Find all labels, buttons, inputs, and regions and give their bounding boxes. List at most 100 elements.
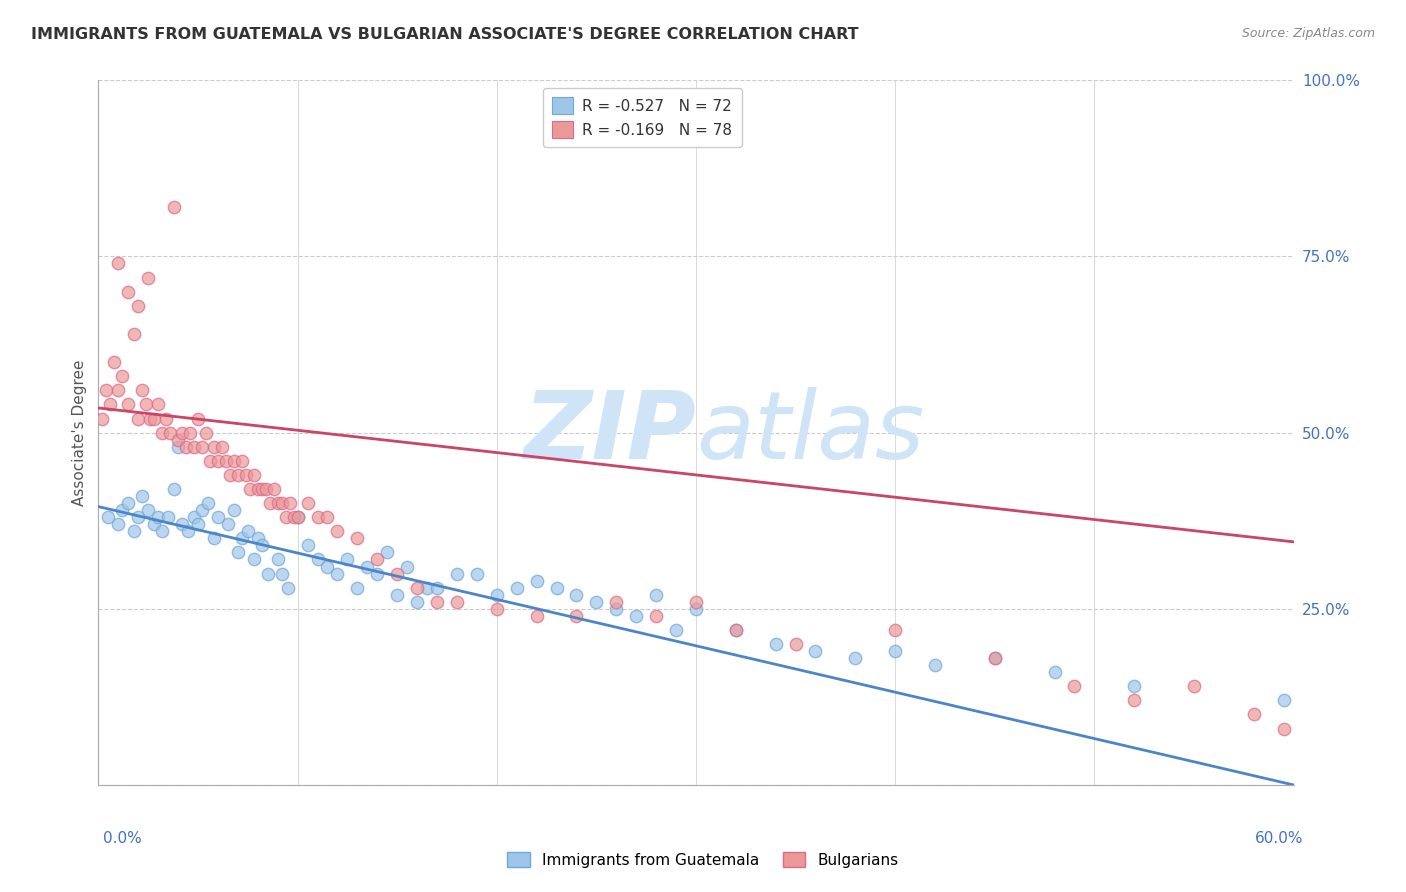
Point bbox=[984, 651, 1007, 665]
Point bbox=[287, 510, 309, 524]
Point bbox=[396, 559, 419, 574]
Point bbox=[263, 482, 285, 496]
Point bbox=[163, 200, 186, 214]
Point bbox=[375, 545, 398, 559]
Point bbox=[174, 440, 197, 454]
Point bbox=[250, 482, 273, 496]
Point bbox=[231, 454, 253, 468]
Point bbox=[326, 566, 349, 581]
Point bbox=[278, 496, 301, 510]
Point bbox=[406, 581, 429, 595]
Point bbox=[665, 623, 688, 637]
Point bbox=[167, 440, 190, 454]
Point bbox=[526, 574, 548, 588]
Point bbox=[1063, 679, 1085, 693]
Point bbox=[356, 559, 378, 574]
Point bbox=[107, 256, 129, 270]
Point bbox=[924, 658, 946, 673]
Point bbox=[685, 601, 707, 615]
Point bbox=[107, 384, 129, 398]
Point bbox=[1043, 665, 1066, 680]
Point bbox=[297, 496, 319, 510]
Point bbox=[179, 425, 201, 440]
Point bbox=[148, 397, 170, 411]
Point bbox=[211, 440, 233, 454]
Point bbox=[222, 454, 245, 468]
Point bbox=[117, 285, 139, 299]
Point bbox=[287, 510, 309, 524]
Point bbox=[283, 510, 305, 524]
Point bbox=[346, 581, 368, 595]
Point bbox=[1243, 707, 1265, 722]
Point bbox=[274, 510, 297, 524]
Point bbox=[326, 524, 349, 539]
Point bbox=[191, 503, 214, 517]
Point bbox=[565, 608, 588, 623]
Point bbox=[406, 595, 429, 609]
Point bbox=[187, 517, 209, 532]
Point bbox=[135, 397, 157, 411]
Point bbox=[136, 270, 159, 285]
Point bbox=[183, 510, 205, 524]
Point bbox=[172, 425, 194, 440]
Point bbox=[246, 532, 269, 546]
Point bbox=[207, 510, 229, 524]
Point bbox=[626, 608, 648, 623]
Point bbox=[111, 369, 134, 384]
Point bbox=[416, 581, 439, 595]
Point bbox=[246, 482, 269, 496]
Point bbox=[215, 454, 238, 468]
Point bbox=[465, 566, 488, 581]
Point bbox=[724, 623, 747, 637]
Point bbox=[804, 644, 827, 658]
Point bbox=[177, 524, 200, 539]
Point bbox=[267, 496, 290, 510]
Legend: R = -0.527   N = 72, R = -0.169   N = 78: R = -0.527 N = 72, R = -0.169 N = 78 bbox=[543, 88, 741, 147]
Point bbox=[385, 588, 409, 602]
Point bbox=[217, 517, 239, 532]
Point bbox=[157, 510, 180, 524]
Point bbox=[127, 299, 149, 313]
Point bbox=[685, 595, 707, 609]
Point bbox=[117, 496, 139, 510]
Point bbox=[131, 489, 153, 503]
Point bbox=[167, 433, 190, 447]
Point bbox=[605, 595, 627, 609]
Point bbox=[117, 397, 139, 411]
Point bbox=[187, 411, 209, 425]
Text: ZIP: ZIP bbox=[523, 386, 696, 479]
Point bbox=[183, 440, 205, 454]
Point bbox=[1123, 693, 1146, 707]
Point bbox=[446, 566, 468, 581]
Point bbox=[884, 644, 907, 658]
Point bbox=[605, 601, 627, 615]
Point bbox=[202, 440, 225, 454]
Point bbox=[111, 503, 134, 517]
Point bbox=[191, 440, 214, 454]
Point bbox=[91, 411, 114, 425]
Point bbox=[195, 425, 218, 440]
Text: 60.0%: 60.0% bbox=[1256, 831, 1303, 847]
Point bbox=[226, 467, 249, 482]
Point bbox=[385, 566, 409, 581]
Point bbox=[1123, 679, 1146, 693]
Text: 0.0%: 0.0% bbox=[103, 831, 142, 847]
Point bbox=[202, 532, 225, 546]
Point bbox=[366, 566, 388, 581]
Point bbox=[366, 552, 388, 566]
Point bbox=[155, 411, 177, 425]
Point bbox=[336, 552, 359, 566]
Point bbox=[984, 651, 1007, 665]
Point bbox=[645, 608, 668, 623]
Point bbox=[765, 637, 787, 651]
Point bbox=[243, 467, 266, 482]
Point bbox=[645, 588, 668, 602]
Point bbox=[97, 510, 120, 524]
Point bbox=[222, 503, 245, 517]
Point bbox=[219, 467, 242, 482]
Point bbox=[107, 517, 129, 532]
Point bbox=[1272, 722, 1295, 736]
Point bbox=[98, 397, 122, 411]
Text: IMMIGRANTS FROM GUATEMALA VS BULGARIAN ASSOCIATE'S DEGREE CORRELATION CHART: IMMIGRANTS FROM GUATEMALA VS BULGARIAN A… bbox=[31, 27, 859, 42]
Point bbox=[1182, 679, 1205, 693]
